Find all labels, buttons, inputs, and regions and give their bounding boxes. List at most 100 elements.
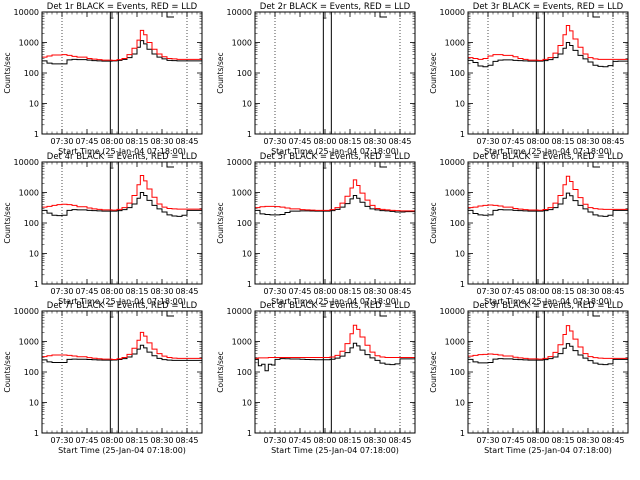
x-tick-label: 08:30 [150, 436, 173, 445]
lld-series-line [42, 331, 202, 360]
events-series-line [42, 40, 202, 65]
x-tick-label: 08:30 [363, 137, 386, 146]
x-tick-label: 08:30 [576, 287, 599, 296]
x-tick-label: 08:30 [576, 137, 599, 146]
x-tick-label: 07:45 [288, 137, 311, 146]
y-tick-label: 1000 [232, 39, 252, 48]
x-tick-label: 08:00 [526, 137, 549, 146]
y-tick-label: 10 [242, 100, 252, 109]
y-tick-label: 10000 [14, 8, 39, 17]
plot-title: Det 7r BLACK = Events, RED = LLD [47, 301, 198, 311]
y-tick-label: 1000 [232, 189, 252, 198]
x-tick-label: 07:30 [50, 436, 73, 445]
plot-title: Det 4r BLACK = Events, RED = LLD [47, 152, 198, 162]
plot-frame [254, 310, 416, 434]
y-tick-label: 100 [237, 69, 252, 78]
plot-frame [41, 161, 203, 285]
y-tick-label: 1000 [232, 338, 252, 347]
y-axis-title: Counts/sec [216, 351, 225, 392]
x-tick-label: 07:30 [476, 137, 499, 146]
y-tick-label: 10 [455, 250, 465, 259]
x-tick-label: 08:15 [125, 137, 148, 146]
y-tick-label: 10000 [227, 8, 252, 17]
y-axis-title: Counts/sec [3, 351, 12, 392]
lld-series-line [468, 325, 628, 360]
x-axis-title: Start Time (25-Jan-04 07:18:00) [58, 297, 186, 306]
x-tick-label: 07:30 [476, 436, 499, 445]
x-tick-label: 08:30 [576, 436, 599, 445]
y-tick-label: 100 [450, 219, 465, 228]
x-axis-title: Start Time (25-Jan-04 07:18:00) [58, 147, 186, 156]
plot-frame [254, 161, 416, 285]
lld-series-line [255, 179, 415, 212]
y-tick-label: 1 [34, 130, 39, 139]
lld-series-line [42, 175, 202, 211]
plot-title: Det 5r BLACK = Events, RED = LLD [260, 152, 411, 162]
x-tick-label: 08:45 [175, 287, 198, 296]
y-tick-label: 10000 [440, 8, 465, 17]
y-tick-label: 10 [242, 399, 252, 408]
x-tick-label: 07:45 [75, 137, 98, 146]
x-tick-label: 08:15 [125, 436, 148, 445]
plot-frame [467, 161, 629, 285]
x-tick-label: 08:45 [388, 137, 411, 146]
y-tick-label: 1000 [19, 338, 39, 347]
y-tick-label: 10000 [227, 158, 252, 167]
bin-marker [592, 12, 600, 18]
x-tick-label: 08:15 [338, 137, 361, 146]
x-axis-title: Start Time (25-Jan-04 07:18:00) [271, 147, 399, 156]
events-series-line [468, 343, 628, 366]
y-tick-label: 100 [24, 368, 39, 377]
y-tick-label: 1 [34, 280, 39, 289]
lld-series-line [468, 175, 628, 211]
y-tick-label: 1 [460, 429, 465, 438]
x-tick-label: 08:00 [313, 436, 336, 445]
plot-panel: Det 4r BLACK = Events, RED = LLD 1 10 100 10… [3, 152, 203, 306]
x-tick-label: 07:45 [288, 436, 311, 445]
x-tick-label: 08:15 [338, 436, 361, 445]
plot-frame [467, 310, 629, 434]
x-tick-label: 08:45 [601, 287, 624, 296]
y-tick-label: 100 [24, 219, 39, 228]
x-tick-label: 07:30 [263, 287, 286, 296]
x-axis-title: Start Time (25-Jan-04 07:18:00) [484, 446, 612, 455]
y-tick-label: 1000 [445, 338, 465, 347]
plot-title: Det 6r BLACK = Events, RED = LLD [473, 152, 624, 162]
bin-marker [379, 162, 387, 168]
y-tick-label: 100 [237, 219, 252, 228]
y-tick-label: 10 [455, 100, 465, 109]
x-axis-title: Start Time (25-Jan-04 07:18:00) [58, 446, 186, 455]
x-tick-label: 07:30 [50, 137, 73, 146]
y-axis-title: Counts/sec [3, 202, 12, 243]
x-tick-label: 08:45 [601, 436, 624, 445]
lld-series-line [255, 324, 415, 359]
x-tick-label: 08:00 [526, 287, 549, 296]
x-axis-title: Start Time (25-Jan-04 07:18:00) [484, 297, 612, 306]
plot-panel: Det 9r BLACK = Events, RED = LLD 1 10 100 10… [429, 301, 629, 455]
bin-marker [379, 12, 387, 18]
plot-panel: Det 3r BLACK = Events, RED = LLD 1 10 100 10… [429, 2, 629, 156]
x-tick-label: 07:45 [75, 287, 98, 296]
x-tick-label: 08:00 [100, 436, 123, 445]
plot-title: Det 8r BLACK = Events, RED = LLD [260, 301, 411, 311]
x-tick-label: 08:30 [363, 287, 386, 296]
x-axis-title: Start Time (25-Jan-04 07:18:00) [271, 297, 399, 306]
x-tick-label: 08:15 [338, 287, 361, 296]
y-tick-label: 10000 [14, 307, 39, 316]
y-tick-label: 10 [29, 399, 39, 408]
bin-marker [166, 162, 174, 168]
y-axis-title: Counts/sec [216, 202, 225, 243]
x-tick-label: 08:15 [125, 287, 148, 296]
plot-panel: Det 6r BLACK = Events, RED = LLD 1 10 100 10… [429, 152, 629, 306]
plot-frame [467, 11, 629, 135]
y-tick-label: 100 [450, 69, 465, 78]
x-tick-label: 08:00 [100, 287, 123, 296]
x-axis-title: Start Time (25-Jan-04 07:18:00) [271, 446, 399, 455]
x-tick-label: 07:45 [501, 436, 524, 445]
x-tick-label: 07:30 [263, 137, 286, 146]
events-series-line [255, 194, 415, 216]
plot-title: Det 3r BLACK = Events, RED = LLD [473, 2, 624, 12]
y-axis-title: Counts/sec [429, 202, 438, 243]
y-tick-label: 1 [247, 280, 252, 289]
